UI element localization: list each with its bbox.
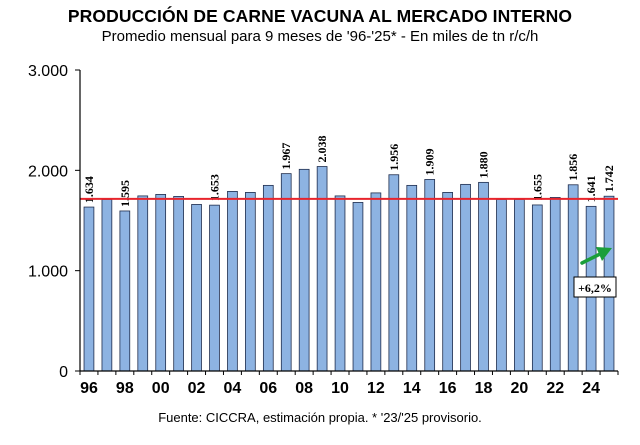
bar (352, 202, 364, 372)
bar (388, 174, 400, 372)
bar (460, 183, 471, 372)
bar (406, 184, 418, 372)
bar (191, 204, 202, 372)
bar (101, 199, 113, 372)
data-label: 1.742 (602, 165, 616, 192)
data-label: 1.641 (584, 175, 598, 202)
x-tick-label: 08 (295, 380, 313, 397)
bar (531, 204, 543, 372)
x-tick-label: 20 (510, 380, 528, 397)
x-axis-ticks: 96 98 00 02 04 06 08 10 12 14 16 18 20 22 24 (79, 371, 619, 397)
bar (227, 190, 238, 372)
bars-group (83, 166, 615, 372)
data-label: 1.909 (423, 148, 437, 175)
data-label: 1.655 (530, 174, 544, 201)
bar (280, 173, 292, 372)
growth-annotation-label: +6,2% (578, 281, 612, 295)
x-tick-label: 00 (152, 380, 170, 397)
bar (478, 181, 489, 372)
growth-annotation-group: +6,2% (573, 247, 617, 298)
x-tick-label: 24 (582, 380, 600, 397)
x-tick-label: 04 (224, 380, 242, 397)
bar (549, 197, 561, 372)
bar (316, 166, 328, 372)
x-tick-label: 98 (116, 380, 134, 397)
x-tick-label: 02 (188, 380, 206, 397)
y-tick-label: 0 (59, 364, 68, 381)
data-label: 1.956 (387, 144, 401, 171)
bar (155, 194, 167, 372)
data-label: 1.595 (118, 180, 132, 207)
bar (119, 210, 131, 372)
chart-title: PRODUCCIÓN DE CARNE VACUNA AL MERCADO IN… (67, 6, 573, 26)
data-labels-group: 1.634 1.595 1.653 1.967 2.038 1.956 1.909 1.880… (82, 136, 616, 207)
bar (137, 195, 149, 372)
growth-annotation-box (573, 276, 617, 298)
chart-source: Fuente: CICCRA, estimación propia. * '23… (158, 410, 482, 425)
bar (173, 196, 184, 372)
bar (370, 192, 382, 372)
data-label: 1.634 (82, 176, 96, 203)
data-label: 1.880 (477, 151, 491, 178)
x-tick-label: 10 (331, 380, 349, 397)
bar (424, 179, 436, 372)
y-tick-label: 2.000 (28, 163, 68, 180)
data-label: 1.967 (279, 143, 293, 170)
bar (209, 204, 220, 372)
growth-arrow-head (596, 247, 612, 261)
bar (245, 192, 256, 372)
x-tick-label: 06 (259, 380, 277, 397)
bar (442, 192, 453, 372)
x-tick-label: 12 (367, 380, 385, 397)
y-tick-label: 1.000 (28, 264, 68, 281)
bar (83, 206, 95, 372)
x-tick-label: 22 (546, 380, 564, 397)
x-tick-label: 96 (80, 380, 98, 397)
data-label: 1.653 (208, 174, 222, 201)
bar (514, 199, 525, 372)
x-tick-label: 16 (439, 380, 457, 397)
chart-subtitle: Promedio mensual para 9 meses de '96-'25… (101, 28, 539, 45)
x-tick-label: 14 (403, 380, 421, 397)
bar (496, 199, 507, 372)
y-axis-ticks: 0 1.000 2.000 3.000 (28, 63, 80, 381)
y-tick-label: 3.000 (28, 63, 68, 80)
data-label: 1.856 (566, 154, 580, 181)
data-label: 2.038 (315, 136, 329, 163)
bar (262, 184, 274, 372)
x-tick-label: 18 (475, 380, 493, 397)
growth-arrow-shaft (580, 252, 602, 265)
bar (334, 195, 346, 372)
